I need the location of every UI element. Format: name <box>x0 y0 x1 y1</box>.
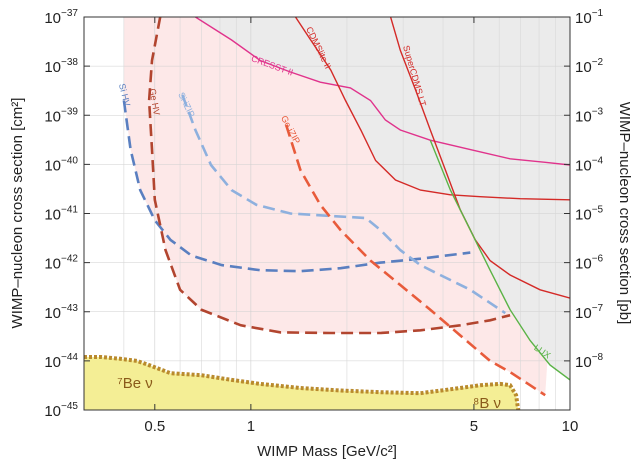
y2-tick-label: 10−1 <box>575 8 604 27</box>
y2-tick-label: 10−5 <box>575 204 604 223</box>
series-line <box>181 94 507 315</box>
annotation: ⁸B ν <box>473 395 501 412</box>
annotation: ⁷Be ν <box>117 375 152 392</box>
y2-tick-label: 10−3 <box>575 106 604 125</box>
y-tick-label: 10−43 <box>44 302 78 321</box>
y-tick-label: 10−38 <box>44 57 78 76</box>
x-tick-label: 5 <box>470 418 478 435</box>
series-line <box>84 355 521 410</box>
x-axis-label: WIMP Mass [GeV/c²] <box>257 443 397 460</box>
series-line <box>429 139 570 381</box>
y-tick-label: 10−42 <box>44 253 78 272</box>
y2-tick-label: 10−8 <box>575 352 604 371</box>
y2-tick-label: 10−6 <box>575 253 604 272</box>
region-fill <box>430 17 570 380</box>
y2-tick-label: 10−7 <box>575 302 604 321</box>
series-line <box>294 17 570 201</box>
axes: 0.5 1 5 10 10−37 10−38 10−39 10−40 10−41 10−42 10−… <box>44 8 603 435</box>
series-label: Ge HV <box>147 88 162 116</box>
series-line <box>147 17 511 335</box>
y-tick-label: 10−44 <box>44 352 78 371</box>
series-line <box>284 124 546 397</box>
y2-axis-label: WIMP–nucleon cross section [pb] <box>616 102 633 325</box>
neutrino-floor-region <box>84 356 519 410</box>
x-tick-label: 0.5 <box>144 418 165 435</box>
y-tick-label: 10−41 <box>44 204 78 223</box>
y-tick-label: 10−37 <box>44 8 78 27</box>
y-tick-label: 10−45 <box>44 401 78 420</box>
x-tick-label: 10 <box>562 418 579 435</box>
curves <box>84 17 570 410</box>
y2-tick-label: 10−4 <box>575 155 604 174</box>
y2-tick-label: 10−2 <box>575 57 604 76</box>
region-fill <box>84 356 519 410</box>
series-line <box>122 100 471 273</box>
y-axis-label: WIMP–nucleon cross section [cm²] <box>9 98 26 329</box>
series-line <box>195 17 570 166</box>
y-tick-label: 10−40 <box>44 155 78 174</box>
y-tick-label: 10−39 <box>44 106 78 125</box>
x-tick-label: 1 <box>247 418 255 435</box>
